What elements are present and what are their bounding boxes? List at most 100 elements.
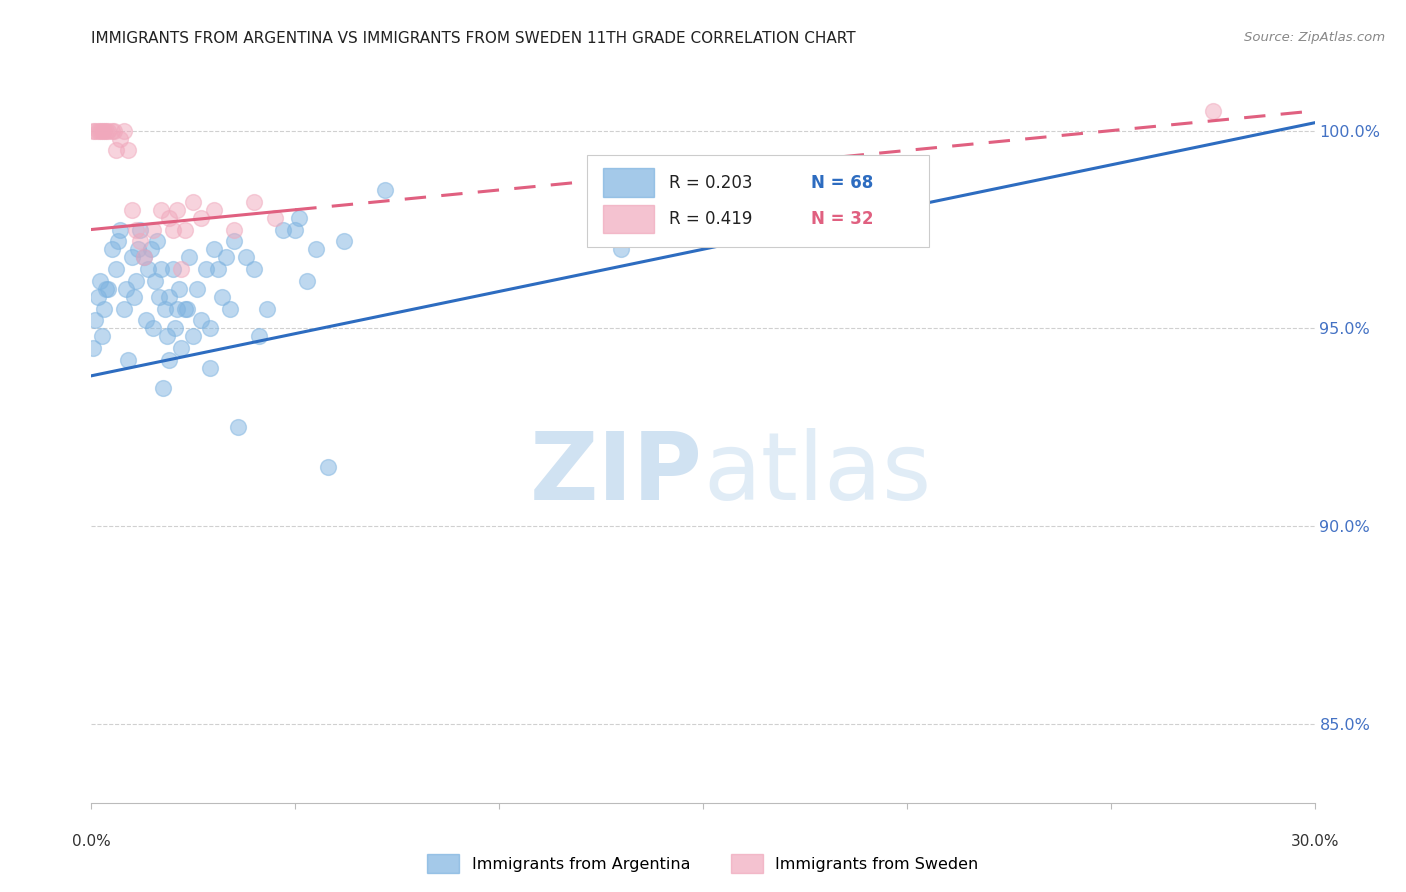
Point (129, 222, 152, 236)
Text: N = 68: N = 68 (811, 174, 873, 192)
Point (93, 301, 115, 316)
Point (143, 274, 166, 288)
Point (166, 301, 188, 316)
Point (256, 301, 278, 316)
Point (86, 123, 108, 137)
Point (235, 250, 257, 264)
Point (134, 250, 156, 264)
Point (190, 211, 212, 225)
Point (219, 301, 242, 316)
Point (162, 222, 184, 236)
Point (122, 290, 145, 304)
Point (94, 282, 117, 296)
Point (215, 250, 238, 264)
FancyBboxPatch shape (603, 205, 654, 234)
Point (101, 242, 124, 256)
Point (127, 242, 149, 256)
Point (139, 242, 162, 256)
Point (108, 131, 131, 145)
Point (271, 222, 294, 236)
Point (264, 211, 287, 225)
Point (247, 329, 270, 343)
Point (108, 222, 131, 236)
Point (148, 290, 170, 304)
Point (156, 329, 179, 343)
Point (179, 250, 201, 264)
Point (94, 123, 117, 137)
Point (125, 274, 148, 288)
Point (183, 194, 205, 209)
Point (198, 360, 221, 375)
Point (243, 194, 266, 209)
Point (202, 202, 225, 217)
Text: atlas: atlas (703, 427, 931, 520)
FancyBboxPatch shape (586, 155, 929, 247)
Point (186, 282, 208, 296)
Point (174, 301, 197, 316)
Point (104, 144, 127, 158)
Text: N = 32: N = 32 (811, 211, 873, 228)
Point (316, 459, 339, 474)
Point (226, 420, 249, 434)
Point (125, 222, 148, 236)
Point (176, 301, 198, 316)
Point (135, 313, 157, 327)
Point (115, 282, 138, 296)
Point (82, 123, 104, 137)
Text: Source: ZipAtlas.com: Source: ZipAtlas.com (1244, 31, 1385, 45)
Point (89, 123, 111, 137)
Point (170, 341, 193, 355)
Point (157, 290, 180, 304)
Point (97, 282, 120, 296)
Point (153, 301, 176, 316)
Point (163, 321, 186, 335)
Point (141, 321, 163, 335)
Point (162, 262, 184, 277)
Point (134, 250, 156, 264)
Legend: Immigrants from Argentina, Immigrants from Sweden: Immigrants from Argentina, Immigrants fr… (420, 847, 986, 879)
Point (149, 202, 172, 217)
Point (374, 183, 396, 197)
Point (101, 123, 124, 137)
Point (157, 353, 180, 368)
Point (152, 381, 174, 395)
Point (194, 262, 217, 277)
Point (198, 321, 221, 335)
Point (138, 262, 160, 277)
Point (157, 211, 180, 225)
Text: R = 0.203: R = 0.203 (669, 174, 752, 192)
Text: 0.0%: 0.0% (72, 834, 111, 849)
Point (84, 313, 107, 327)
Point (103, 123, 125, 137)
Point (202, 242, 225, 256)
Point (86, 290, 108, 304)
Point (222, 222, 246, 236)
Point (121, 250, 143, 264)
Point (112, 301, 135, 316)
Point (129, 235, 152, 249)
Point (89, 274, 111, 288)
Text: IMMIGRANTS FROM ARGENTINA VS IMMIGRANTS FROM SWEDEN 11TH GRADE CORRELATION CHART: IMMIGRANTS FROM ARGENTINA VS IMMIGRANTS … (91, 31, 856, 46)
Point (82, 341, 104, 355)
FancyBboxPatch shape (603, 169, 654, 197)
Point (117, 144, 139, 158)
Point (166, 202, 188, 217)
Point (90, 329, 112, 343)
Point (145, 235, 167, 249)
Text: ZIP: ZIP (530, 427, 703, 520)
Point (90, 123, 112, 137)
Point (107, 235, 129, 249)
Point (610, 242, 633, 256)
Point (121, 202, 143, 217)
Point (222, 235, 246, 249)
Point (297, 274, 319, 288)
Point (190, 313, 212, 327)
Point (93, 123, 115, 137)
Point (1202, 103, 1225, 118)
Point (112, 123, 135, 137)
Point (183, 329, 205, 343)
Point (333, 235, 356, 249)
Point (170, 262, 193, 277)
Point (141, 222, 163, 236)
Point (97, 123, 120, 137)
